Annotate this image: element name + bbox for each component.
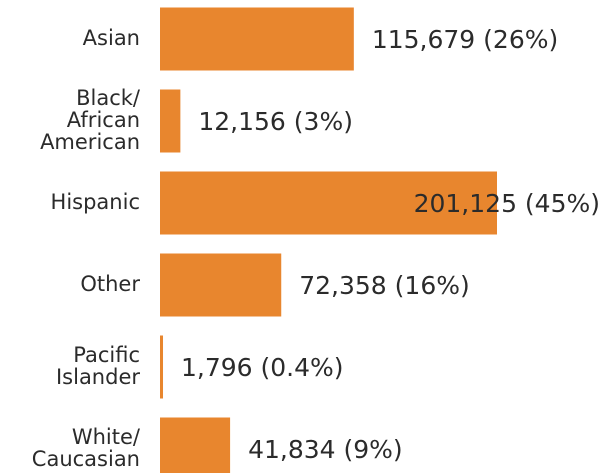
value-label: 12,156 (3%) [198,107,353,136]
category-label: Pacific Islander [56,343,140,389]
value-label: 201,125 (45%) [414,189,600,218]
bar [160,335,164,399]
bar [160,7,354,71]
value-label: 41,834 (9%) [248,435,403,464]
category-label: Asian [83,26,140,50]
category-label: White/Caucasian [32,425,141,471]
bar [160,171,497,235]
bar [160,253,282,317]
category-label: Black/African American [40,86,141,154]
category-label: Other [80,272,140,296]
value-label: 72,358 (16%) [299,271,470,300]
category-label: Hispanic [51,190,140,214]
bar [160,417,231,473]
value-label: 1,796 (0.4%) [181,353,344,382]
bar [160,89,181,153]
value-label: 115,679 (26%) [372,25,558,54]
